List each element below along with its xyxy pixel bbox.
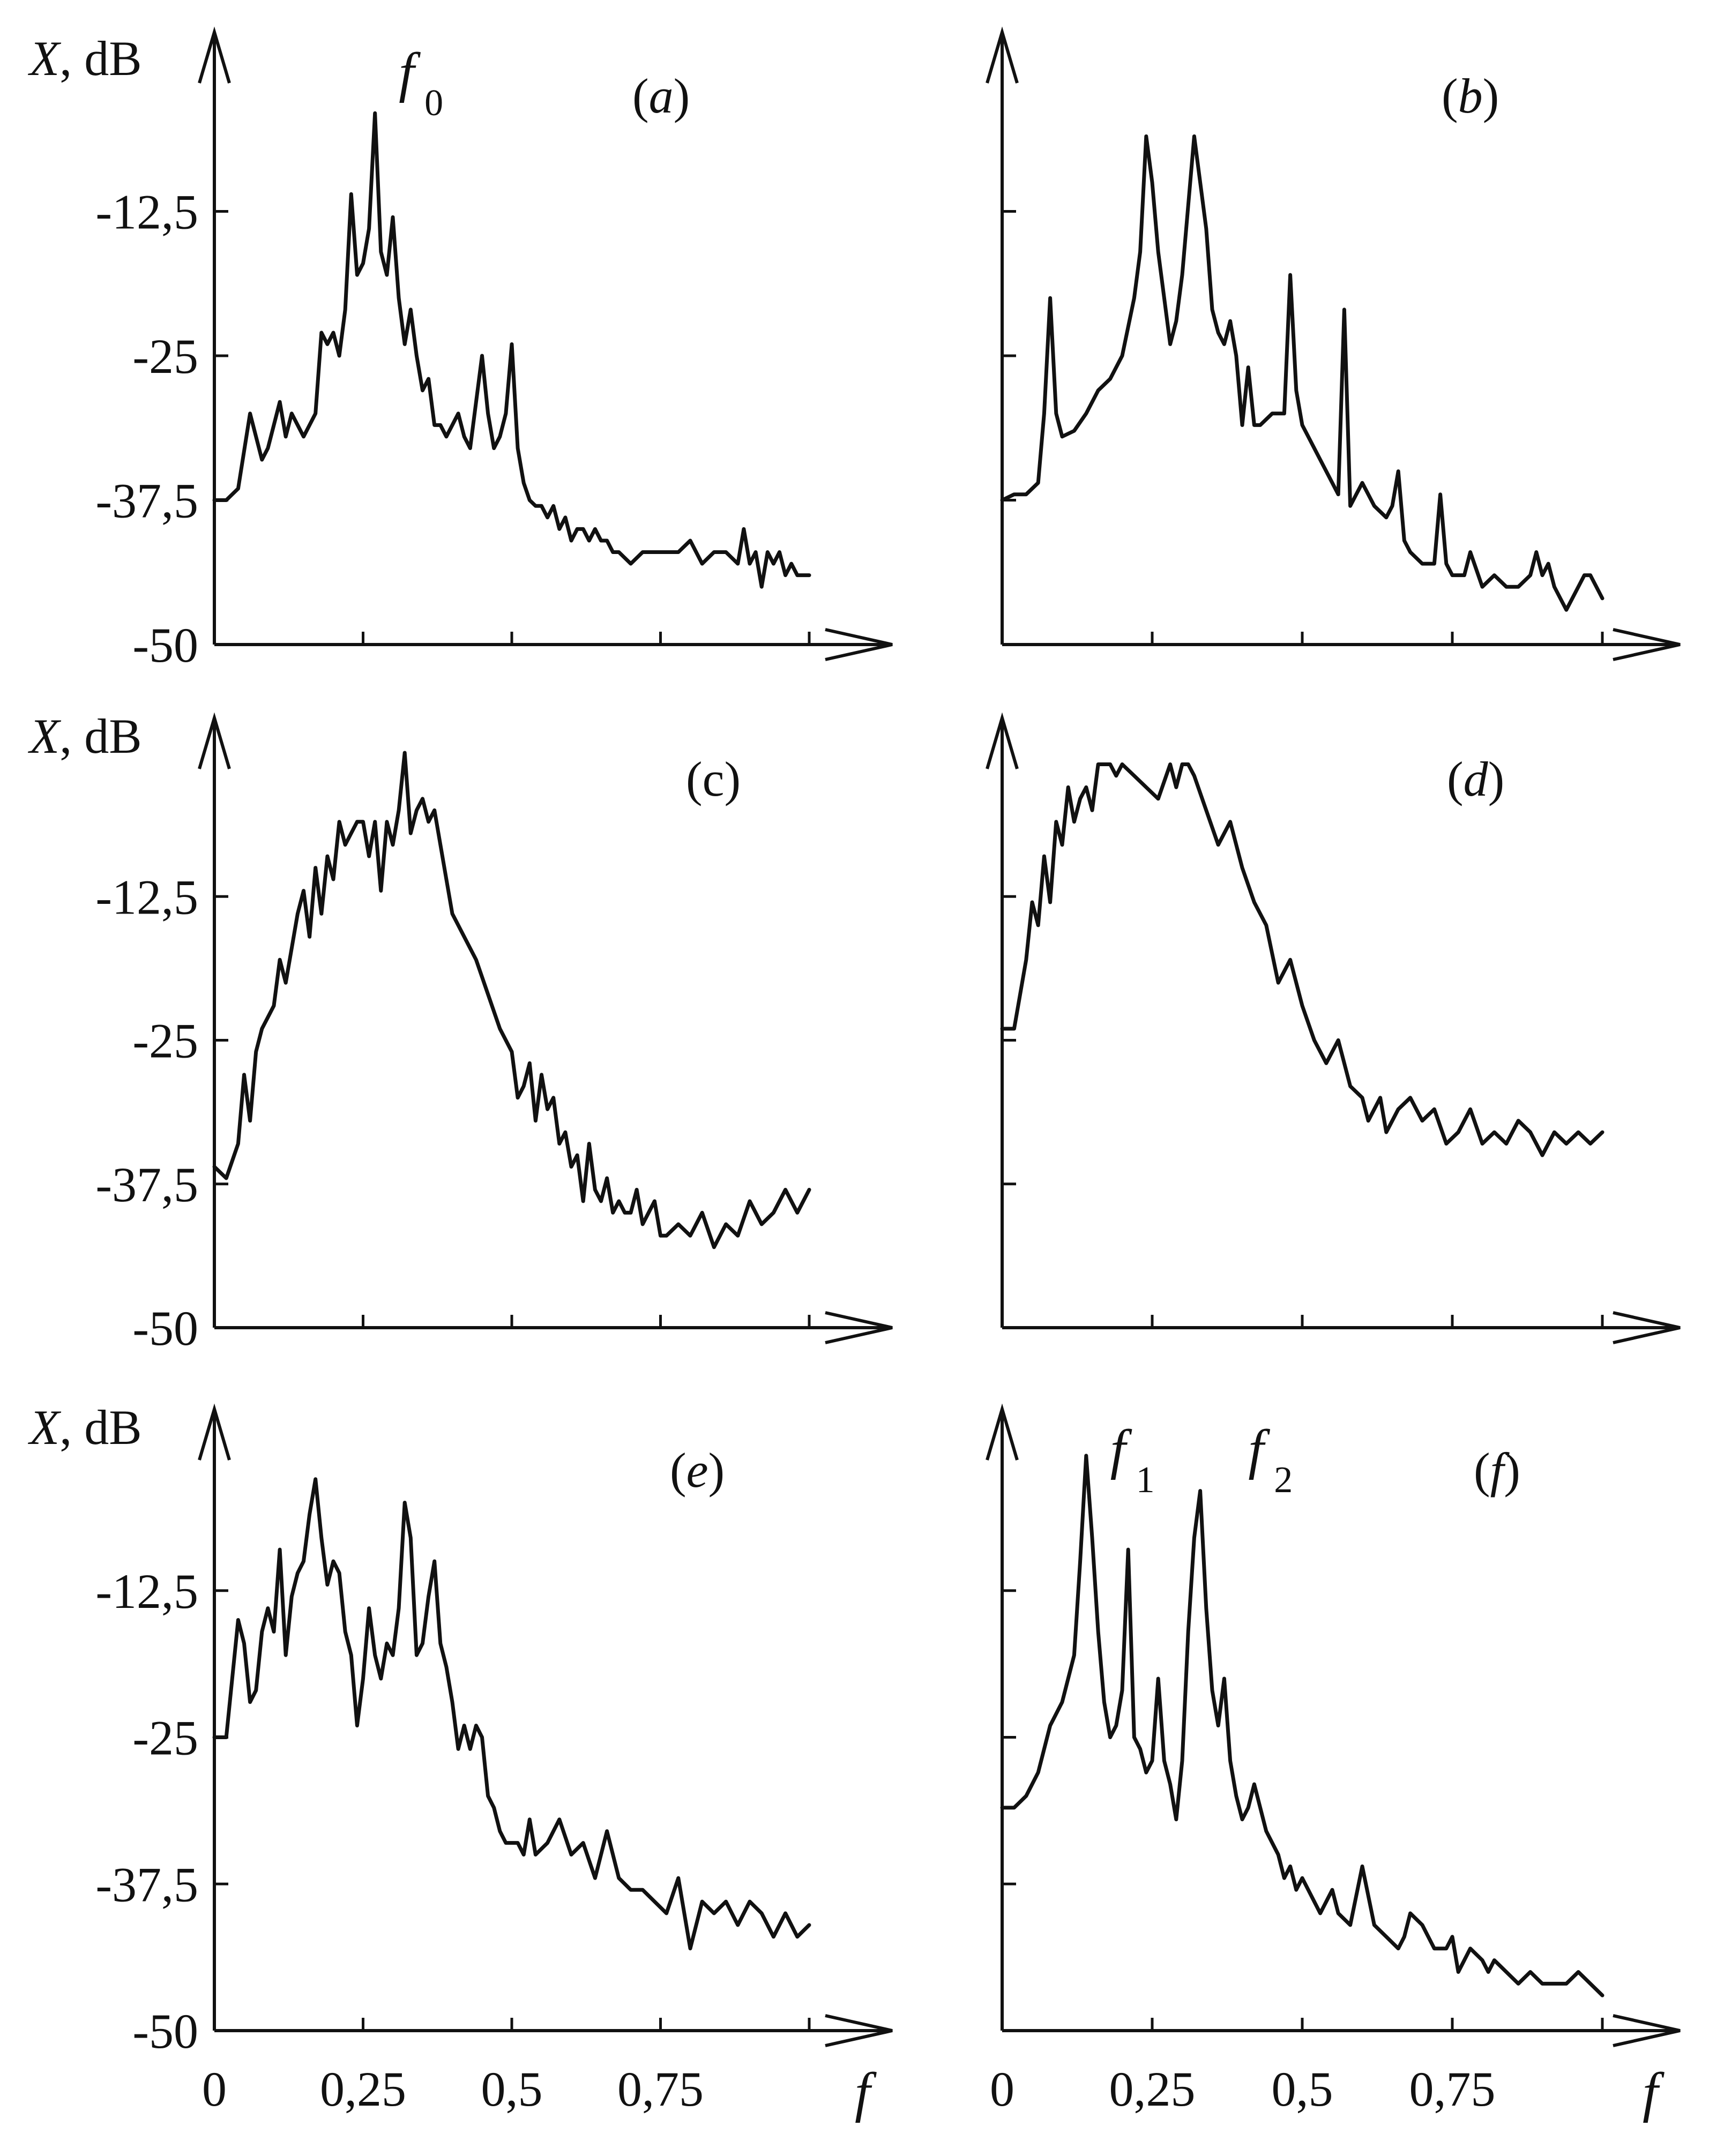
x-tick-label: 0,5 xyxy=(1272,2062,1333,2116)
panel-label: (c) xyxy=(686,752,741,806)
spectrum-line xyxy=(1000,762,1604,1157)
x-axis-arrow xyxy=(825,1311,893,1344)
y-axis-arrow xyxy=(198,1403,231,1461)
panel-6: 0 0,25 0,5 0,75 f(f)f 1 f 2 xyxy=(986,1403,1681,2123)
x-axis-label: f xyxy=(1643,2062,1665,2123)
y-axis-arrow xyxy=(198,26,231,84)
peak-annotation: f xyxy=(1110,1419,1132,1480)
x-axis-arrow xyxy=(825,628,893,661)
y-tick-label: -12,5 xyxy=(95,870,198,924)
panel-3: -12,5 -25 -37,5 -50 X, dB (c) xyxy=(27,709,893,1356)
y-axis-label: X, dB xyxy=(27,1400,142,1455)
y-axis-label: X, dB xyxy=(27,709,142,763)
y-axis-arrow xyxy=(986,712,1019,769)
peak-annotation: f xyxy=(399,42,421,103)
spectrum-line xyxy=(212,751,811,1249)
peak-annotation-subscript: 1 xyxy=(1136,1459,1155,1501)
x-tick-label: 0,75 xyxy=(1409,2062,1496,2116)
y-axis-arrow xyxy=(986,26,1019,84)
y-axis-label: X, dB xyxy=(27,31,142,86)
x-tick-label: 0,25 xyxy=(1109,2062,1196,2116)
y-tick-label: -37,5 xyxy=(95,1157,198,1212)
y-tick-label: -12,5 xyxy=(95,185,198,239)
y-tick-label: -37,5 xyxy=(95,1857,198,1912)
x-axis-label: f xyxy=(855,2062,877,2123)
panel-label: (a) xyxy=(632,69,690,123)
y-axis-arrow xyxy=(986,1403,1019,1461)
spectrum-line xyxy=(212,1477,811,1951)
x-tick-label: 0,75 xyxy=(617,2062,704,2116)
x-tick-label: 0,5 xyxy=(481,2062,543,2116)
y-tick-label: -50 xyxy=(132,1301,198,1356)
spectrum-line xyxy=(1000,1454,1604,1997)
x-axis-arrow xyxy=(1613,1311,1681,1344)
y-tick-label: -12,5 xyxy=(95,1564,198,1619)
panel-label: (f) xyxy=(1474,1443,1520,1498)
peak-annotation-subscript: 2 xyxy=(1274,1459,1293,1501)
y-axis-arrow xyxy=(198,712,231,769)
panel-2: (b) xyxy=(986,26,1681,661)
panel-label: (d) xyxy=(1447,752,1504,806)
peak-annotation: f xyxy=(1248,1419,1270,1480)
peak-annotation-subscript: 0 xyxy=(424,83,443,124)
x-axis-arrow xyxy=(825,2014,893,2047)
x-tick-label: 0 xyxy=(202,2062,227,2116)
y-tick-label: -50 xyxy=(132,2004,198,2058)
x-axis-arrow xyxy=(1613,2014,1681,2047)
spectrum-line xyxy=(1000,134,1604,612)
x-axis-arrow xyxy=(1613,628,1681,661)
y-tick-label: -37,5 xyxy=(95,474,198,528)
y-tick-label: -25 xyxy=(132,1711,198,1765)
panel-label: (e) xyxy=(670,1443,725,1498)
y-tick-label: -25 xyxy=(132,1014,198,1068)
panel-5: 0 0,25 0,5 0,75 f -12,5 -25 -37,5 -50 X, dB (e) xyxy=(27,1400,893,2123)
y-tick-label: -50 xyxy=(132,618,198,672)
x-tick-label: 0 xyxy=(990,2062,1014,2116)
panel-label: (b) xyxy=(1442,69,1499,123)
panel-1: -12,5 -25 -37,5 -50 X, dB (a) f 0 xyxy=(27,26,893,672)
panel-4: (d) xyxy=(986,712,1681,1344)
x-tick-label: 0,25 xyxy=(320,2062,406,2116)
y-tick-label: -25 xyxy=(132,329,198,384)
spectrum-line xyxy=(212,111,811,589)
